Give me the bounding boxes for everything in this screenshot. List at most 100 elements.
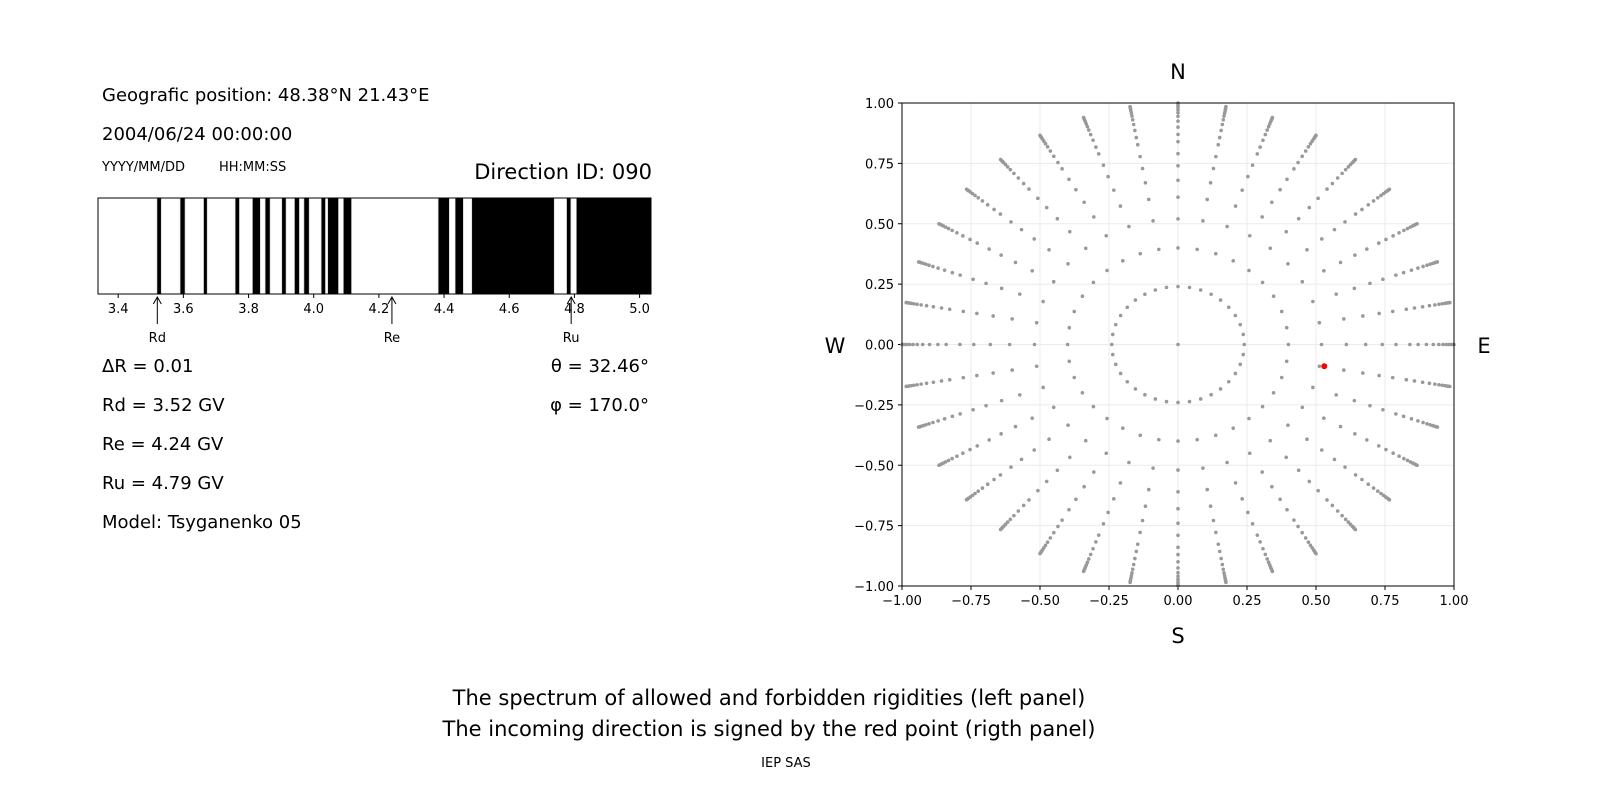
direction-point: [1325, 498, 1329, 502]
direction-point: [1319, 448, 1324, 452]
direction-point: [1387, 497, 1392, 502]
direction-point: [1342, 317, 1346, 321]
direction-point: [1384, 447, 1388, 452]
x-tick-label: 4.4: [434, 302, 455, 317]
direction-point: [1266, 124, 1271, 129]
geographic-position: Geografic position: 48.38°N 21.43°E: [102, 85, 430, 106]
direction-point: [950, 228, 954, 233]
direction-point: [1431, 342, 1436, 347]
direction-point: [1176, 468, 1180, 472]
direction-point: [1375, 489, 1380, 493]
x-tick-label: 0.25: [1233, 594, 1262, 609]
datetime: 2004/06/24 00:00:00: [102, 124, 293, 145]
direction-point: [1047, 437, 1051, 441]
direction-point: [1233, 481, 1238, 485]
direction-point: [991, 371, 995, 375]
direction-point: [1338, 424, 1343, 429]
direction-point: [1201, 466, 1205, 470]
direction-point: [1009, 465, 1013, 469]
model-name: Model: Tsyganenko 05: [102, 512, 302, 533]
direction-point: [1118, 371, 1123, 376]
direction-point: [1112, 188, 1116, 192]
direction-point: [1213, 433, 1218, 438]
direction-point: [1238, 362, 1243, 367]
direction-point: [1072, 375, 1077, 380]
direction-point: [1353, 253, 1357, 257]
direction-point: [904, 300, 908, 305]
marker-arrowhead: [566, 295, 576, 305]
x-tick-label: 3.4: [108, 302, 129, 317]
x-tick-label: 0.75: [1371, 594, 1400, 609]
direction-point: [931, 420, 935, 425]
direction-point: [1010, 368, 1014, 372]
direction-point: [1153, 397, 1158, 401]
direction-point: [927, 421, 931, 426]
direction-point: [1067, 229, 1072, 234]
direction-point: [1250, 521, 1255, 526]
direction-point: [1067, 507, 1071, 512]
direction-point: [944, 342, 948, 347]
direction-point: [987, 247, 991, 251]
direction-point: [1226, 305, 1231, 310]
direction-point: [998, 473, 1003, 477]
direction-point: [1437, 382, 1441, 387]
caption-line-2: The incoming direction is signed by the …: [442, 717, 1096, 741]
direction-point: [1314, 133, 1318, 138]
direction-point: [1086, 128, 1091, 132]
direction-point: [985, 202, 990, 207]
direction-point: [1195, 247, 1199, 252]
direction-point: [1405, 458, 1410, 463]
direction-point: [1176, 439, 1180, 443]
x-tick-label: 3.6: [173, 302, 194, 317]
direction-point: [1060, 167, 1064, 171]
direction-point: [1164, 285, 1169, 290]
direction-point: [1394, 412, 1398, 416]
direction-point: [987, 438, 991, 442]
direction-point: [1319, 342, 1324, 347]
direction-point: [1133, 128, 1137, 133]
direction-point: [1255, 152, 1260, 156]
direction-point: [1143, 292, 1147, 297]
direction-point: [1220, 562, 1225, 567]
direction-point: [958, 342, 962, 347]
direction-point: [1305, 437, 1309, 441]
direction-point: [1128, 580, 1132, 585]
direction-point: [1217, 549, 1222, 554]
direction-point: [1286, 423, 1290, 428]
direction-point: [1335, 509, 1340, 513]
direction-point: [1261, 546, 1265, 551]
direction-point: [1286, 342, 1291, 347]
direction-point: [1091, 546, 1095, 551]
direction-point: [1005, 165, 1010, 169]
direction-point: [1344, 342, 1349, 347]
direction-point: [964, 187, 969, 192]
direction-point: [1330, 181, 1335, 186]
direction-point: [1278, 497, 1282, 502]
direction-point: [1437, 302, 1441, 307]
marker-arrowhead: [387, 295, 397, 305]
direction-point: [1019, 457, 1024, 462]
direction-point: [1056, 524, 1060, 529]
direction-point: [1279, 375, 1284, 380]
direction-point: [1013, 260, 1018, 265]
direction-point: [1032, 342, 1037, 347]
direction-point: [1118, 481, 1123, 485]
direction-point: [1213, 251, 1218, 256]
y-tick-label: 0.75: [865, 157, 894, 172]
direction-point: [1216, 142, 1221, 147]
direction-point: [1041, 299, 1045, 304]
direction-point: [915, 302, 919, 307]
theta-value: θ = 32.46°: [550, 356, 649, 377]
direction-point: [1198, 288, 1203, 292]
direction-point: [1306, 145, 1311, 149]
direction-point: [1380, 342, 1385, 347]
direction-point: [1032, 237, 1037, 241]
direction-point: [1176, 119, 1180, 123]
direction-point: [924, 381, 929, 386]
direction-point: [1091, 138, 1095, 143]
direction-point: [1317, 364, 1322, 369]
direction-point: [1034, 320, 1039, 325]
direction-point: [1317, 320, 1322, 325]
direction-point: [1404, 377, 1409, 382]
direction-point: [1340, 171, 1344, 176]
